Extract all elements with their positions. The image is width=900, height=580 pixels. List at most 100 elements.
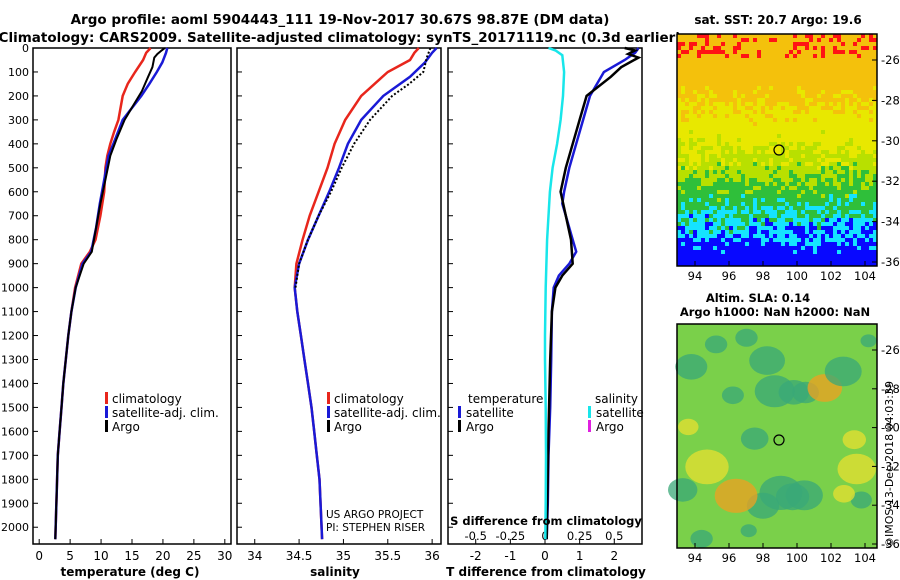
sst-cell — [741, 202, 746, 207]
sst-cell — [841, 94, 846, 99]
sst-cell — [753, 58, 758, 63]
sst-cell — [813, 174, 818, 179]
sst-cell — [821, 110, 826, 115]
sst-cell — [769, 170, 774, 175]
sst-cell — [705, 42, 710, 47]
sst-cell — [829, 234, 834, 239]
sst-cell — [869, 250, 874, 255]
sst-cell — [697, 54, 702, 59]
sst-cell — [789, 178, 794, 183]
sst-cell — [869, 34, 874, 39]
sst-cell — [689, 58, 694, 63]
sst-cell — [777, 82, 782, 87]
sst-cell — [757, 82, 762, 87]
sst-cell — [785, 214, 790, 219]
sst-cell — [833, 58, 838, 63]
sst-cell — [677, 98, 682, 103]
sst-cell — [741, 142, 746, 147]
sst-cell — [785, 66, 790, 71]
series-line-temperature-argo — [545, 46, 642, 540]
sst-cell — [801, 262, 806, 267]
sst-cell — [685, 242, 690, 247]
sst-cell — [697, 134, 702, 139]
imos-watermark: ©IMOS 13-Dec-2018 04:03:39 — [883, 381, 896, 548]
sst-cell — [825, 202, 830, 207]
difference-s-tick-label: 0.5 — [605, 529, 623, 543]
sst-cell — [857, 178, 862, 183]
sst-cell — [689, 162, 694, 167]
sst-cell — [789, 158, 794, 163]
sst-cell — [821, 42, 826, 47]
sst-cell — [873, 198, 878, 203]
sst-cell — [729, 130, 734, 135]
sst-cell — [701, 146, 706, 151]
sst-cell — [837, 134, 842, 139]
sst-cell — [737, 110, 742, 115]
sst-cell — [829, 146, 834, 151]
sst-cell — [845, 86, 850, 91]
sst-cell — [769, 58, 774, 63]
sst-cell — [813, 134, 818, 139]
sst-cell — [769, 126, 774, 131]
sst-cell — [777, 142, 782, 147]
sst-cell — [729, 174, 734, 179]
sst-cell — [773, 70, 778, 75]
sst-cell — [825, 74, 830, 79]
sst-cell — [749, 174, 754, 179]
sst-cell — [725, 150, 730, 155]
sst-cell — [697, 238, 702, 243]
sst-cell — [861, 82, 866, 87]
sst-cell — [741, 38, 746, 43]
sst-cell — [845, 254, 850, 259]
sst-cell — [701, 70, 706, 75]
sst-cell — [749, 114, 754, 119]
sst-cell — [761, 90, 766, 95]
sst-cell — [789, 110, 794, 115]
sla-blob — [850, 491, 872, 509]
sst-cell — [817, 210, 822, 215]
temperature-tick-label: 20 — [155, 549, 170, 563]
sst-cell — [789, 190, 794, 195]
sst-cell — [689, 166, 694, 171]
sst-cell — [801, 102, 806, 107]
sst-cell — [757, 142, 762, 147]
sst-cell — [809, 34, 814, 39]
sst-cell — [777, 198, 782, 203]
sst-cell — [849, 174, 854, 179]
sst-cell — [681, 250, 686, 255]
sst-cell — [821, 262, 826, 267]
sst-cell — [849, 250, 854, 255]
sst-cell — [701, 258, 706, 263]
sst-cell — [713, 230, 718, 235]
sst-cell — [701, 54, 706, 59]
sla-blob — [690, 529, 713, 548]
sst-cell — [749, 86, 754, 91]
sst-cell — [841, 246, 846, 251]
sst-cell — [757, 238, 762, 243]
sst-cell — [797, 146, 802, 151]
sst-cell — [781, 142, 786, 147]
sst-cell — [737, 234, 742, 239]
sst-cell — [845, 138, 850, 143]
temperature-x-ticks: 0 5 10 15 20 25 30 — [35, 539, 232, 563]
sst-cell — [817, 262, 822, 267]
sst-cell — [845, 42, 850, 47]
sst-cell — [781, 38, 786, 43]
depth-tick-label: 1100 — [1, 306, 29, 319]
sst-cell — [829, 138, 834, 143]
sst-cell — [753, 106, 758, 111]
sst-cell — [821, 242, 826, 247]
sst-cell — [729, 182, 734, 187]
sst-cell — [685, 222, 690, 227]
sst-cell — [717, 50, 722, 55]
sst-cell — [757, 86, 762, 91]
sst-cell — [777, 42, 782, 47]
sst-cell — [801, 46, 806, 51]
sst-cell — [853, 262, 858, 267]
sst-cell — [865, 34, 870, 39]
sst-cell — [873, 166, 878, 171]
sst-cell — [817, 66, 822, 71]
series-line-argo — [294, 47, 432, 288]
sst-cell — [757, 134, 762, 139]
sst-cell — [857, 74, 862, 79]
